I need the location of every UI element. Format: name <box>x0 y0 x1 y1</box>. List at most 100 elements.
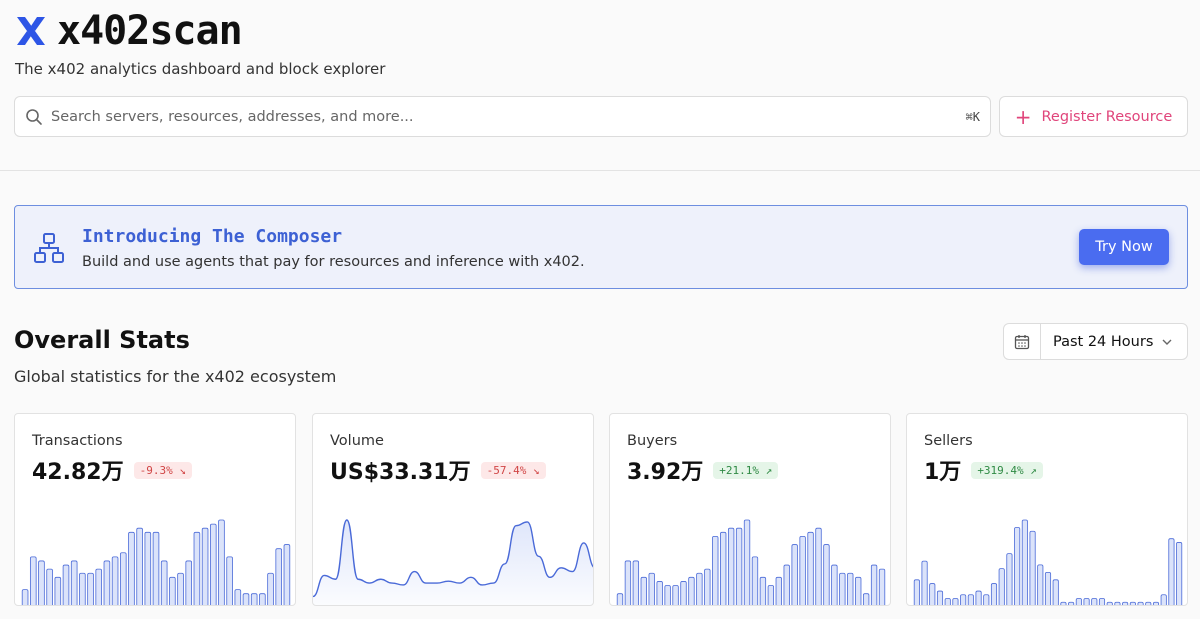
x402-logo-icon <box>17 17 45 45</box>
card-label: Volume <box>330 433 384 449</box>
sparkline-bar <box>1044 571 1052 605</box>
sparkline-bar <box>29 556 37 605</box>
composer-banner: Introducing The Composer Build and use a… <box>14 205 1188 289</box>
sparkline-bar <box>751 556 759 605</box>
sparkline-bar <box>267 572 274 605</box>
sparkline-bar <box>743 519 751 605</box>
sparkline-bar <box>878 568 886 605</box>
sparkline-bar <box>727 527 735 605</box>
sparkline-bar <box>1122 601 1129 605</box>
sparkline-bar <box>95 568 103 605</box>
sparkline-bar <box>1091 598 1098 605</box>
sparkline-bar <box>1098 598 1106 605</box>
sparkline-bar <box>242 593 250 605</box>
search-icon <box>26 108 42 125</box>
sparkline-area <box>313 520 593 605</box>
sparkline-bar <box>624 560 632 605</box>
sparkline-line <box>313 519 593 598</box>
logo[interactable]: x402scan <box>15 8 243 54</box>
sparkline-bar <box>1014 527 1021 605</box>
calendar-button[interactable] <box>1004 324 1041 359</box>
sparkline-bar <box>1152 601 1160 605</box>
sparkline-bar <box>144 531 152 605</box>
sparkline-bar <box>152 531 160 605</box>
sparkline-bar <box>218 519 225 605</box>
chevron-down-icon <box>1162 339 1172 345</box>
stat-card-transactions[interactable]: Transactions 42.82万 -9.3% ↘ <box>14 413 296 606</box>
sparkline-bar <box>990 583 998 605</box>
transactions-sparkline <box>21 519 291 605</box>
keyboard-shortcut-hint: ⌘K <box>965 109 980 124</box>
sparkline-bar <box>1006 553 1013 605</box>
register-resource-button[interactable]: + Register Resource <box>999 96 1188 137</box>
card-value: 1万 <box>924 460 962 485</box>
header-divider <box>0 170 1200 171</box>
sparkline-bar <box>1068 601 1075 605</box>
sparkline-bar <box>21 589 29 605</box>
sparkline-bar <box>1029 530 1036 605</box>
sparkline-bar <box>632 560 640 605</box>
sparkline-bar <box>696 572 703 605</box>
sparkline-bar <box>177 572 184 605</box>
sparkline-bar <box>870 564 878 605</box>
sparkline-bar <box>1160 594 1167 605</box>
sparkline-bar <box>735 527 743 605</box>
sparkline-bar <box>1037 564 1044 605</box>
card-value: US$33.31万 <box>330 460 471 485</box>
tagline: The x402 analytics dashboard and block e… <box>15 60 386 78</box>
sparkline-bar <box>720 531 727 605</box>
sparkline-bar <box>283 544 291 605</box>
sparkline-bar <box>767 585 775 605</box>
time-range-label: Past 24 Hours <box>1053 333 1154 350</box>
sparkline-bar <box>275 548 283 605</box>
sparkline-bar <box>1052 579 1059 605</box>
sparkline-bar <box>640 576 647 605</box>
sparkline-bar <box>1021 519 1028 605</box>
sparkline-bar <box>839 572 846 605</box>
sparkline-bar <box>54 576 62 605</box>
sparkline-bar <box>936 590 944 605</box>
stat-card-buyers[interactable]: Buyers 3.92万 +21.1% ↗ <box>609 413 891 606</box>
try-now-button[interactable]: Try Now <box>1079 229 1169 265</box>
register-resource-label: Register Resource <box>1041 108 1173 125</box>
sparkline-bar <box>1060 601 1067 605</box>
sparkline-bar <box>234 589 242 605</box>
stat-card-volume[interactable]: Volume US$33.31万 -57.4% ↘ <box>312 413 594 606</box>
change-badge: -9.3% ↘ <box>133 461 192 479</box>
sparkline-bar <box>815 527 822 605</box>
sparkline-bar <box>680 581 687 605</box>
search-bar[interactable]: ⌘K <box>14 96 991 137</box>
sparkline-bar <box>783 564 790 605</box>
sparkline-bar <box>1083 598 1090 605</box>
sparkline-bar <box>128 531 135 605</box>
sparkline-bar <box>38 560 45 605</box>
network-icon <box>34 233 64 263</box>
card-label: Buyers <box>627 433 678 449</box>
overall-stats-title: Overall Stats <box>14 326 190 354</box>
sparkline-bar <box>983 594 990 605</box>
sparkline-bar <box>119 552 127 605</box>
sparkline-bar <box>1137 601 1144 605</box>
sparkline-bar <box>103 560 111 605</box>
sparkline-bar <box>169 576 176 605</box>
stat-card-sellers[interactable]: Sellers 1万 +319.4% ↗ <box>906 413 1188 606</box>
sparkline-bar <box>259 593 266 605</box>
card-value: 3.92万 <box>627 460 704 485</box>
card-label: Sellers <box>924 433 973 449</box>
sparkline-bar <box>855 576 862 605</box>
sparkline-bar <box>79 572 86 605</box>
time-range-select[interactable]: Past 24 Hours <box>1003 323 1188 360</box>
sparkline-bar <box>831 564 838 605</box>
sparkline-bar <box>847 572 854 605</box>
card-label: Transactions <box>32 433 123 449</box>
sparkline-bar <box>250 593 258 605</box>
change-badge: -57.4% ↘ <box>480 461 546 479</box>
search-input[interactable] <box>51 108 966 125</box>
change-badge: +21.1% ↗ <box>713 461 779 479</box>
sparkline-bar <box>664 585 671 605</box>
brand-name: x402scan <box>57 8 243 54</box>
sparkline-bar <box>672 585 679 605</box>
sparkline-bar <box>944 598 951 605</box>
sellers-sparkline <box>913 519 1183 605</box>
sparkline-bar <box>1168 538 1175 605</box>
